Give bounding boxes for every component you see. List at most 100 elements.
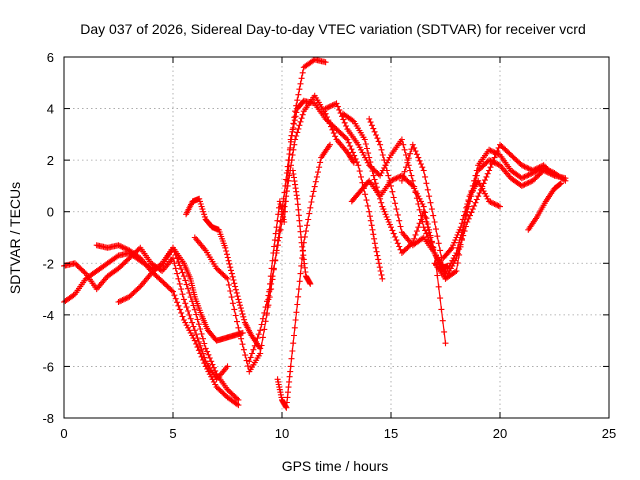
data-point bbox=[393, 237, 400, 244]
series-arc-10 bbox=[289, 167, 314, 287]
data-point bbox=[294, 195, 301, 202]
data-point bbox=[258, 321, 265, 328]
data-point bbox=[343, 135, 349, 142]
data-point bbox=[486, 167, 493, 174]
data-point bbox=[213, 265, 220, 272]
data-point bbox=[491, 201, 498, 207]
data-point bbox=[246, 358, 253, 365]
data-point bbox=[333, 100, 340, 107]
data-point bbox=[206, 355, 213, 361]
data-point bbox=[133, 287, 140, 294]
data-point bbox=[527, 179, 533, 186]
data-point bbox=[322, 115, 329, 122]
data-point bbox=[261, 326, 268, 333]
data-point bbox=[412, 231, 419, 238]
data-point bbox=[428, 206, 435, 213]
data-point bbox=[467, 212, 473, 219]
data-point bbox=[220, 390, 227, 397]
data-point bbox=[316, 164, 323, 171]
data-point bbox=[315, 169, 321, 176]
data-point bbox=[373, 168, 379, 175]
data-point bbox=[419, 164, 426, 171]
data-point bbox=[362, 141, 369, 147]
data-point bbox=[170, 288, 176, 295]
data-point bbox=[176, 306, 183, 313]
data-point bbox=[326, 103, 333, 110]
data-point bbox=[307, 204, 314, 211]
data-point bbox=[520, 182, 527, 189]
data-point bbox=[355, 141, 362, 148]
data-point bbox=[202, 363, 209, 370]
data-point bbox=[533, 165, 540, 172]
data-point bbox=[197, 326, 204, 332]
data-point bbox=[171, 260, 178, 267]
data-point bbox=[324, 117, 330, 124]
data-point bbox=[78, 266, 85, 273]
data-point bbox=[329, 102, 336, 109]
data-point bbox=[293, 109, 300, 116]
data-point bbox=[522, 181, 529, 187]
data-point bbox=[358, 146, 364, 153]
data-point bbox=[263, 311, 270, 318]
data-point bbox=[307, 280, 314, 287]
data-point bbox=[379, 275, 386, 282]
data-point bbox=[513, 157, 520, 164]
data-point bbox=[475, 193, 482, 200]
data-point bbox=[306, 210, 313, 217]
data-point bbox=[371, 240, 378, 247]
data-point bbox=[389, 227, 396, 234]
data-point bbox=[371, 235, 378, 242]
data-point bbox=[377, 141, 384, 148]
data-point bbox=[364, 202, 371, 209]
data-point bbox=[274, 217, 281, 224]
data-point bbox=[170, 255, 176, 262]
data-point bbox=[484, 170, 491, 177]
y-tick-label: -6 bbox=[42, 359, 54, 374]
y-tick-label: -4 bbox=[42, 308, 54, 323]
data-point bbox=[344, 136, 351, 143]
data-point bbox=[178, 266, 185, 273]
data-point bbox=[149, 269, 156, 276]
data-point bbox=[464, 201, 471, 207]
data-point bbox=[518, 162, 525, 169]
data-point bbox=[81, 269, 88, 276]
data-point bbox=[286, 146, 293, 153]
data-point bbox=[116, 264, 123, 271]
data-point bbox=[356, 168, 363, 175]
data-point bbox=[291, 332, 297, 339]
data-point bbox=[191, 337, 198, 344]
data-point bbox=[295, 125, 302, 132]
data-point bbox=[535, 164, 542, 171]
data-point bbox=[351, 152, 358, 159]
data-point bbox=[385, 172, 392, 179]
data-point bbox=[516, 159, 523, 166]
data-point bbox=[525, 172, 532, 178]
data-point bbox=[350, 159, 357, 166]
data-point bbox=[371, 128, 378, 135]
data-point bbox=[377, 268, 384, 274]
data-point bbox=[80, 268, 87, 274]
data-point bbox=[372, 244, 379, 251]
data-point bbox=[468, 209, 475, 216]
series-arc-7 bbox=[246, 92, 357, 365]
data-point bbox=[115, 299, 122, 305]
data-point bbox=[330, 130, 337, 137]
data-point bbox=[524, 172, 531, 179]
data-point bbox=[381, 157, 388, 164]
data-point bbox=[457, 224, 464, 231]
data-point bbox=[198, 346, 205, 353]
data-point bbox=[441, 328, 448, 335]
data-point bbox=[509, 153, 516, 160]
data-point bbox=[73, 261, 80, 268]
data-point bbox=[345, 139, 352, 146]
data-point bbox=[398, 250, 405, 256]
series-arc-2 bbox=[61, 244, 231, 383]
data-point bbox=[533, 173, 540, 180]
data-point bbox=[415, 193, 422, 200]
data-point bbox=[296, 122, 303, 129]
data-point bbox=[386, 221, 393, 228]
data-point bbox=[520, 162, 527, 169]
data-point bbox=[197, 342, 204, 349]
data-point bbox=[298, 115, 305, 122]
